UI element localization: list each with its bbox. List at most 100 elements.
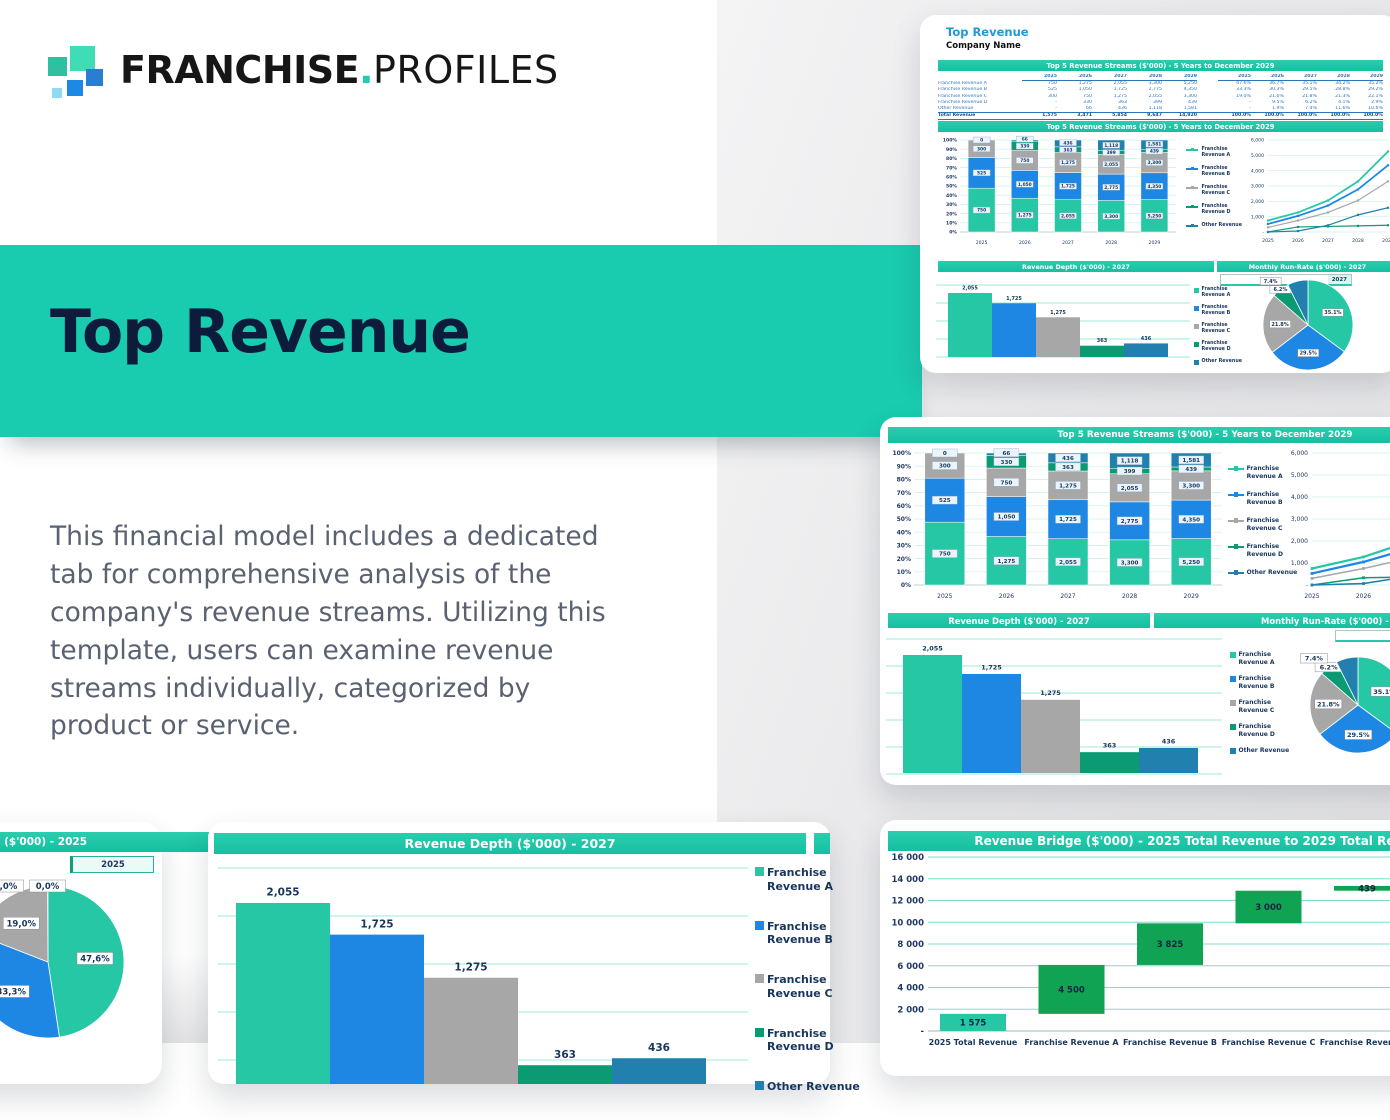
legend-item: Franchise Revenue D [1194,341,1242,353]
legend-label: Franchise Revenue D [1201,341,1231,352]
svg-text:1,050: 1,050 [1018,182,1032,188]
brand-logo: FRANCHISE.PROFILES [48,44,588,106]
svg-text:1 575: 1 575 [960,1018,987,1028]
revenue-depth-chart: 2,055 1,725 1,275 363 436 [936,284,1190,358]
svg-text:35.1%: 35.1% [1373,688,1390,696]
depth-chart-header: Revenue Depth ($'000) - 2027 [888,613,1150,628]
svg-text:2,055: 2,055 [1121,486,1139,492]
svg-text:1,725: 1,725 [1006,296,1022,302]
legend-item: Franchise Revenue A [1228,465,1297,480]
svg-text:29.5%: 29.5% [1347,731,1370,739]
legend-label: Franchise Revenue B [767,919,833,947]
svg-text:4,000: 4,000 [1291,494,1308,501]
screenshot-card-middle: Top 5 Revenue Streams ($'000) - 5 Years … [880,417,1390,785]
svg-text:90%: 90% [897,463,911,470]
legend-label: Franchise Revenue D [1246,543,1283,558]
logo-text-light: PROFILES [373,48,559,92]
table-row: Total Revenue 1,575 3,471 5,854 9,647 14,920 1… [938,112,1383,121]
legend-marker-icon [755,920,764,930]
svg-text:1,000: 1,000 [1291,560,1308,567]
year-slicer-value[interactable]: 2025 [101,859,125,870]
svg-text:70%: 70% [946,165,957,171]
year-slicer-value[interactable]: 2027 [1327,275,1351,284]
legend-item: Franchise Revenue B [755,920,860,948]
legend-label: Franchise Revenue C [1246,517,1283,532]
svg-text:29.5%: 29.5% [1300,351,1317,357]
svg-text:33,3%: 33,3% [0,988,26,998]
svg-text:90%: 90% [946,147,957,153]
legend-label: Franchise Revenue B [1201,166,1231,177]
svg-text:2027: 2027 [1322,238,1334,244]
svg-text:2026: 2026 [1356,593,1371,600]
svg-text:1,275: 1,275 [454,961,487,973]
svg-text:750: 750 [1020,158,1029,164]
legend-label: Franchise Revenue D [1238,723,1275,738]
revenue-depth-chart: 2,055 1,725 1,275 363 436 [886,638,1222,775]
svg-text:6,000: 6,000 [1251,138,1264,144]
svg-text:300: 300 [939,464,951,470]
svg-text:6 000: 6 000 [897,962,924,972]
legend-item: Other Revenue [1194,359,1242,365]
svg-text:436: 436 [1162,737,1176,745]
legend-marker-icon [1228,569,1244,576]
svg-text:66: 66 [1022,137,1028,143]
legend-marker-icon [1186,204,1199,210]
svg-text:20%: 20% [946,211,957,217]
legend-item: Other Revenue [1230,747,1289,755]
svg-text:16 000: 16 000 [891,853,924,863]
legend-item: Franchise Revenue B [1228,491,1297,506]
svg-text:399: 399 [1107,150,1116,156]
svg-text:2029: 2029 [1382,238,1390,244]
svg-text:0,0%: 0,0% [36,882,60,892]
svg-text:6.2%: 6.2% [1320,663,1339,671]
svg-text:2029: 2029 [1149,240,1161,246]
year-slicer[interactable]: 2025 [70,856,154,873]
svg-text:14 000: 14 000 [891,875,924,885]
runrate-chart-header: Monthly Run-Rate ($'000) - 2025 [0,832,210,852]
svg-text:5,250: 5,250 [1147,213,1161,219]
svg-text:5,250: 5,250 [1182,560,1200,566]
svg-text:1,118: 1,118 [1121,459,1139,465]
svg-text:363: 363 [1103,742,1117,750]
svg-text:2,055: 2,055 [962,286,978,292]
legend-marker-icon [1230,700,1236,706]
svg-text:2,055: 2,055 [266,887,299,899]
svg-text:2029: 2029 [1184,593,1199,600]
legend-marker-icon [1186,166,1199,172]
svg-text:3,300: 3,300 [1104,214,1118,220]
legend-item: Franchise Revenue C [1230,699,1289,714]
svg-text:1,275: 1,275 [998,559,1016,565]
table-row: 2025 2026 2027 2028 2029 2025 2026 2027 2028 2029 [938,74,1383,82]
svg-text:6.2%: 6.2% [1273,287,1287,293]
svg-text:2,775: 2,775 [1121,519,1139,525]
legend-marker-icon [1194,324,1199,329]
svg-text:750: 750 [977,208,986,214]
logo-text-bold: FRANCHISE [120,48,360,92]
table-row: Franchise Revenue D -330 363 399 439-9.5% 6.2… [938,99,1383,105]
svg-text:80%: 80% [946,156,957,162]
svg-text:4 500: 4 500 [1058,985,1085,995]
svg-text:2 000: 2 000 [897,1005,924,1015]
screenshot-card-bottom-middle: Revenue Depth ($'000) - 2027 2,055 1,725 1… [208,822,860,1093]
svg-text:12 000: 12 000 [891,897,924,907]
legend-label: Franchise Revenue C [1238,699,1275,714]
svg-text:0: 0 [980,138,983,144]
stacked-bar-chart: 0% 10% 20% 30% 40% 50% 60% 70% 80% 90% 100% 750 525 3… [943,135,1176,246]
svg-text:2028: 2028 [1122,593,1137,600]
legend-item: Franchise Revenue C [1186,185,1242,197]
legend-marker-icon [1186,147,1199,153]
svg-text:1,581: 1,581 [1182,458,1200,464]
svg-text:363: 363 [1063,147,1072,153]
svg-text:21.8%: 21.8% [1317,700,1340,708]
year-slicer[interactable]: 2027 [1335,630,1390,642]
svg-text:2025: 2025 [1262,238,1274,244]
svg-text:363: 363 [1097,338,1108,344]
legend-marker-icon [1228,543,1244,550]
legend-marker-icon [1186,223,1199,229]
legend-marker-icon [1230,676,1236,682]
svg-text:10 000: 10 000 [891,918,924,928]
legend-label: Franchise Revenue A [1238,651,1275,666]
svg-text:8 000: 8 000 [897,940,924,950]
stacked-chart-header: Top 5 Revenue Streams ($'000) - 5 Years … [888,427,1390,443]
screenshot-card-bottom-left: Monthly Run-Rate ($'000) - 2025 2025 47,… [0,822,210,1084]
